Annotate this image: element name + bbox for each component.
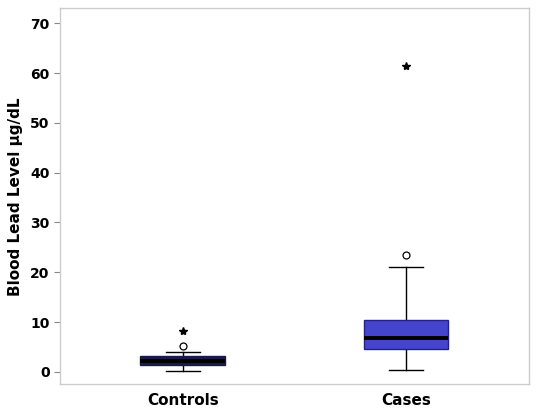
Bar (140, 357, 225, 365)
Y-axis label: Blood Lead Level µg/dL: Blood Lead Level µg/dL (9, 97, 23, 296)
Bar (364, 319, 448, 349)
